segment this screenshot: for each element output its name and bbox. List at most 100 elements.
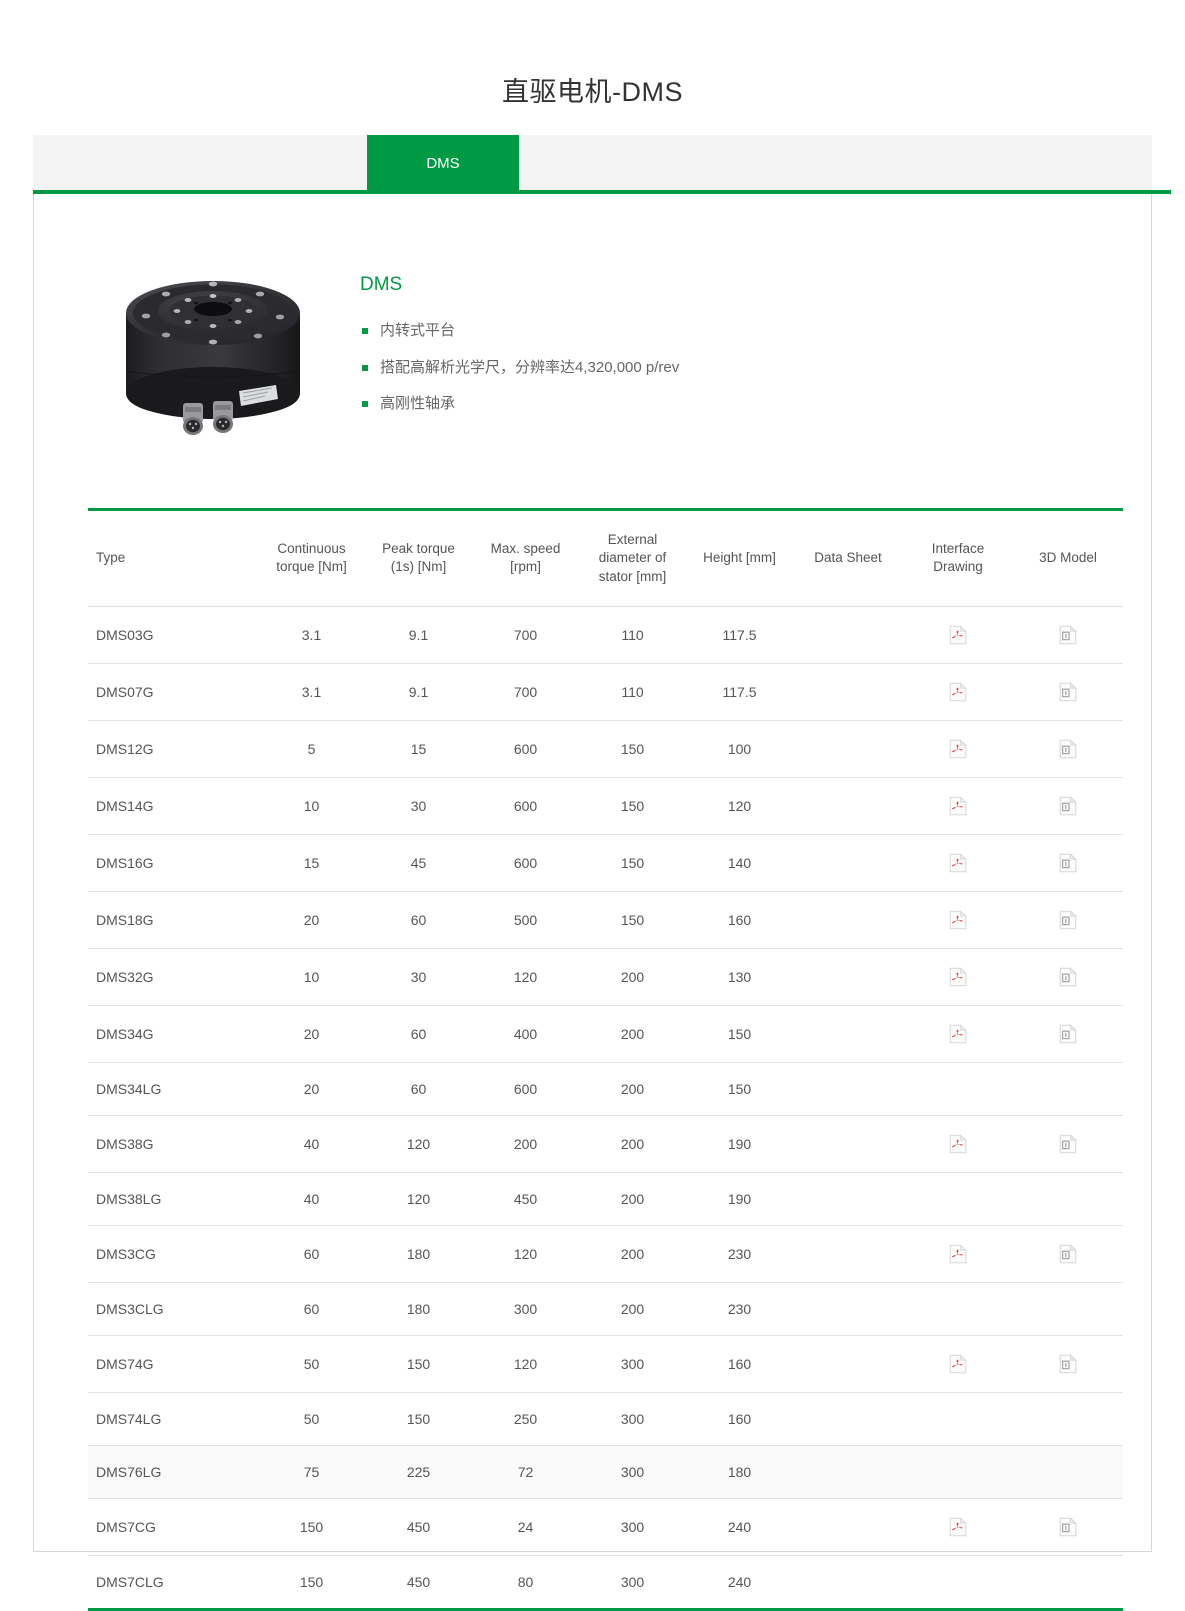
cell-3d-model[interactable] — [1013, 948, 1123, 1006]
tab-strip-spacer — [33, 135, 367, 192]
3d-model-file-icon[interactable] — [1059, 967, 1077, 987]
cell-interface-drawing — [903, 1392, 1013, 1446]
pdf-icon[interactable] — [949, 910, 967, 930]
cell-type: DMS34G — [88, 1005, 258, 1063]
product-feature-item: 搭配高解析光学尺，分辨率达4,320,000 p/rev — [360, 357, 679, 380]
cell-3d-model[interactable] — [1013, 834, 1123, 892]
cell-3d-model[interactable] — [1013, 1005, 1123, 1063]
cell-height: 190 — [686, 1115, 793, 1173]
cell-3d-model[interactable] — [1013, 1335, 1123, 1393]
cell-height: 240 — [686, 1555, 793, 1611]
cell-3d-model[interactable] — [1013, 663, 1123, 721]
cell-interface-drawing[interactable] — [903, 1498, 1013, 1556]
tab-dms[interactable]: DMS — [367, 135, 519, 193]
3d-model-file-icon[interactable] — [1059, 682, 1077, 702]
cell-3d-model[interactable] — [1013, 1115, 1123, 1173]
cell-data-sheet — [793, 1005, 903, 1063]
pdf-icon[interactable] — [949, 1134, 967, 1154]
table-row[interactable]: DMS74G 50 150 120 300 160 — [88, 1335, 1123, 1393]
pdf-icon[interactable] — [949, 1517, 967, 1537]
cell-height: 140 — [686, 834, 793, 892]
cell-interface-drawing[interactable] — [903, 1005, 1013, 1063]
cell-3d-model[interactable] — [1013, 720, 1123, 778]
pdf-icon[interactable] — [949, 853, 967, 873]
cell-stator-diameter: 200 — [579, 1225, 686, 1283]
table-row[interactable]: DMS34LG 20 60 600 200 150 — [88, 1062, 1123, 1116]
pdf-icon[interactable] — [949, 967, 967, 987]
table-row[interactable]: DMS03G 3.1 9.1 700 110 117.5 — [88, 606, 1123, 664]
table-row[interactable]: DMS7CG 150 450 24 300 240 — [88, 1498, 1123, 1556]
cell-stator-diameter: 150 — [579, 777, 686, 835]
cell-data-sheet — [793, 1498, 903, 1556]
cell-3d-model[interactable] — [1013, 1498, 1123, 1556]
column-header-height: Height [mm] — [686, 508, 793, 607]
pdf-icon[interactable] — [949, 796, 967, 816]
3d-model-file-icon[interactable] — [1059, 1134, 1077, 1154]
table-row[interactable]: DMS18G 20 60 500 150 160 — [88, 891, 1123, 949]
3d-model-file-icon[interactable] — [1059, 796, 1077, 816]
cell-3d-model — [1013, 1392, 1123, 1446]
cell-data-sheet — [793, 720, 903, 778]
cell-interface-drawing[interactable] — [903, 891, 1013, 949]
pdf-icon[interactable] — [949, 1354, 967, 1374]
table-row[interactable]: DMS76LG 75 225 72 300 180 — [88, 1445, 1123, 1499]
table-row[interactable]: DMS7CLG 150 450 80 300 240 — [88, 1555, 1123, 1611]
cell-interface-drawing[interactable] — [903, 1225, 1013, 1283]
cell-peak-torque: 180 — [365, 1282, 472, 1336]
table-row[interactable]: DMS3CLG 60 180 300 200 230 — [88, 1282, 1123, 1336]
pdf-icon[interactable] — [949, 739, 967, 759]
cell-interface-drawing[interactable] — [903, 948, 1013, 1006]
cell-interface-drawing[interactable] — [903, 606, 1013, 664]
table-row[interactable]: DMS74LG 50 150 250 300 160 — [88, 1392, 1123, 1446]
cell-height: 240 — [686, 1498, 793, 1556]
table-row[interactable]: DMS38G 40 120 200 200 190 — [88, 1115, 1123, 1173]
cell-3d-model — [1013, 1445, 1123, 1499]
table-row[interactable]: DMS16G 15 45 600 150 140 — [88, 834, 1123, 892]
3d-model-file-icon[interactable] — [1059, 1244, 1077, 1264]
pdf-icon[interactable] — [949, 682, 967, 702]
cell-continuous-torque: 3.1 — [258, 663, 365, 721]
cell-continuous-torque: 10 — [258, 948, 365, 1006]
cell-data-sheet — [793, 1172, 903, 1226]
cell-3d-model[interactable] — [1013, 777, 1123, 835]
cell-peak-torque: 225 — [365, 1445, 472, 1499]
cell-interface-drawing[interactable] — [903, 663, 1013, 721]
pdf-icon[interactable] — [949, 1024, 967, 1044]
cell-3d-model[interactable] — [1013, 1225, 1123, 1283]
cell-continuous-torque: 60 — [258, 1282, 365, 1336]
pdf-icon[interactable] — [949, 1244, 967, 1264]
cell-height: 230 — [686, 1282, 793, 1336]
cell-interface-drawing[interactable] — [903, 834, 1013, 892]
3d-model-file-icon[interactable] — [1059, 853, 1077, 873]
cell-height: 120 — [686, 777, 793, 835]
cell-interface-drawing[interactable] — [903, 1115, 1013, 1173]
cell-data-sheet — [793, 1225, 903, 1283]
3d-model-file-icon[interactable] — [1059, 739, 1077, 759]
table-row[interactable]: DMS07G 3.1 9.1 700 110 117.5 — [88, 663, 1123, 721]
pdf-icon[interactable] — [949, 625, 967, 645]
product-image — [88, 229, 338, 458]
table-row[interactable]: DMS12G 5 15 600 150 100 — [88, 720, 1123, 778]
table-row[interactable]: DMS3CG 60 180 120 200 230 — [88, 1225, 1123, 1283]
cell-type: DMS32G — [88, 948, 258, 1006]
3d-model-file-icon[interactable] — [1059, 1354, 1077, 1374]
cell-interface-drawing[interactable] — [903, 720, 1013, 778]
3d-model-file-icon[interactable] — [1059, 1024, 1077, 1044]
cell-data-sheet — [793, 834, 903, 892]
table-row[interactable]: DMS32G 10 30 120 200 130 — [88, 948, 1123, 1006]
3d-model-file-icon[interactable] — [1059, 625, 1077, 645]
cell-stator-diameter: 150 — [579, 891, 686, 949]
3d-model-file-icon[interactable] — [1059, 1517, 1077, 1537]
panel-content: DMS 内转式平台 搭配高解析光学尺，分辨率达4,320,000 p/rev 高刚性… — [33, 194, 1152, 1611]
cell-interface-drawing[interactable] — [903, 1335, 1013, 1393]
cell-interface-drawing[interactable] — [903, 777, 1013, 835]
table-row[interactable]: DMS34G 20 60 400 200 150 — [88, 1005, 1123, 1063]
cell-max-speed: 80 — [472, 1555, 579, 1611]
cell-continuous-torque: 3.1 — [258, 606, 365, 664]
3d-model-file-icon[interactable] — [1059, 910, 1077, 930]
cell-3d-model[interactable] — [1013, 606, 1123, 664]
table-row[interactable]: DMS38LG 40 120 450 200 190 — [88, 1172, 1123, 1226]
cell-3d-model[interactable] — [1013, 891, 1123, 949]
cell-max-speed: 600 — [472, 720, 579, 778]
table-row[interactable]: DMS14G 10 30 600 150 120 — [88, 777, 1123, 835]
